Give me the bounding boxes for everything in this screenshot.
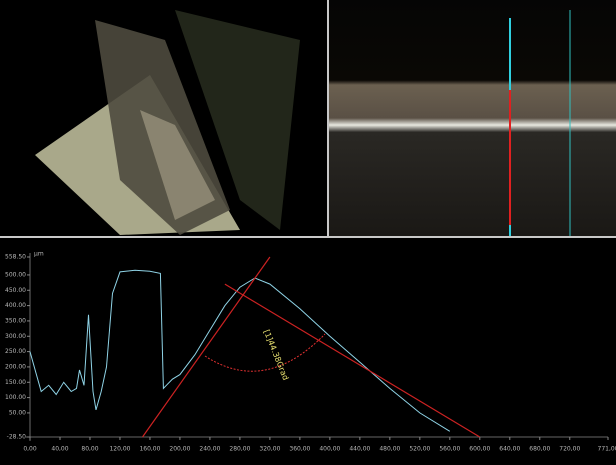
x-tick-label: 520,00 — [409, 446, 430, 453]
x-tick-label: 680,00 — [529, 446, 550, 453]
y-tick-label: 450.00 — [5, 287, 26, 294]
app-window: µm -28.50 50.00 100.00 150.00 200.00 250.00 30… — [0, 0, 616, 465]
profile-panel — [0, 238, 616, 465]
x-tick-label: 600,00 — [469, 446, 490, 453]
x-tick-label: 40,00 — [51, 446, 68, 453]
y-tick-label: 100.00 — [5, 394, 26, 401]
x-tick-label: 80,00 — [81, 446, 98, 453]
y-tick-label: 400.00 — [5, 302, 26, 309]
y-tick-label: 500.00 — [5, 271, 26, 278]
x-tick-label: 400,00 — [319, 446, 340, 453]
x-tick-label: 160,00 — [139, 446, 160, 453]
x-tick-label: 240,00 — [199, 446, 220, 453]
y-tick-label: 200.00 — [5, 363, 26, 370]
y-tick-label: 300.00 — [5, 333, 26, 340]
x-tick-label: 480,00 — [379, 446, 400, 453]
y-unit: µm — [34, 251, 44, 258]
x-tick-label: 640,00 — [499, 446, 520, 453]
page: µm -28.50 50.00 100.00 150.00 200.00 250.00 30… — [0, 0, 616, 465]
x-tick-label: 320,00 — [259, 446, 280, 453]
y-tick-label: 50.00 — [9, 409, 26, 416]
x-tick-label: 200,00 — [169, 446, 190, 453]
y-tick-label: 558.50 — [5, 254, 26, 261]
x-tick-label: 440,00 — [349, 446, 370, 453]
x-tick-label: 360,00 — [289, 446, 310, 453]
x-tick-label: 720,00 — [559, 446, 580, 453]
y-tick-label: 250.00 — [5, 348, 26, 355]
x-tick-label: 120,00 — [109, 446, 130, 453]
x-tick-label: 280,00 — [229, 446, 250, 453]
x-tick-label: 560,00 — [439, 446, 460, 453]
microscope-view[interactable] — [329, 0, 616, 236]
x-tick-label: 771,00 — [598, 446, 616, 453]
x-tick-label: 0,00 — [23, 446, 37, 453]
y-tick-label: 350.00 — [5, 317, 26, 324]
y-tick-label: 150.00 — [5, 379, 26, 386]
y-tick-label: -28.50 — [7, 434, 27, 441]
